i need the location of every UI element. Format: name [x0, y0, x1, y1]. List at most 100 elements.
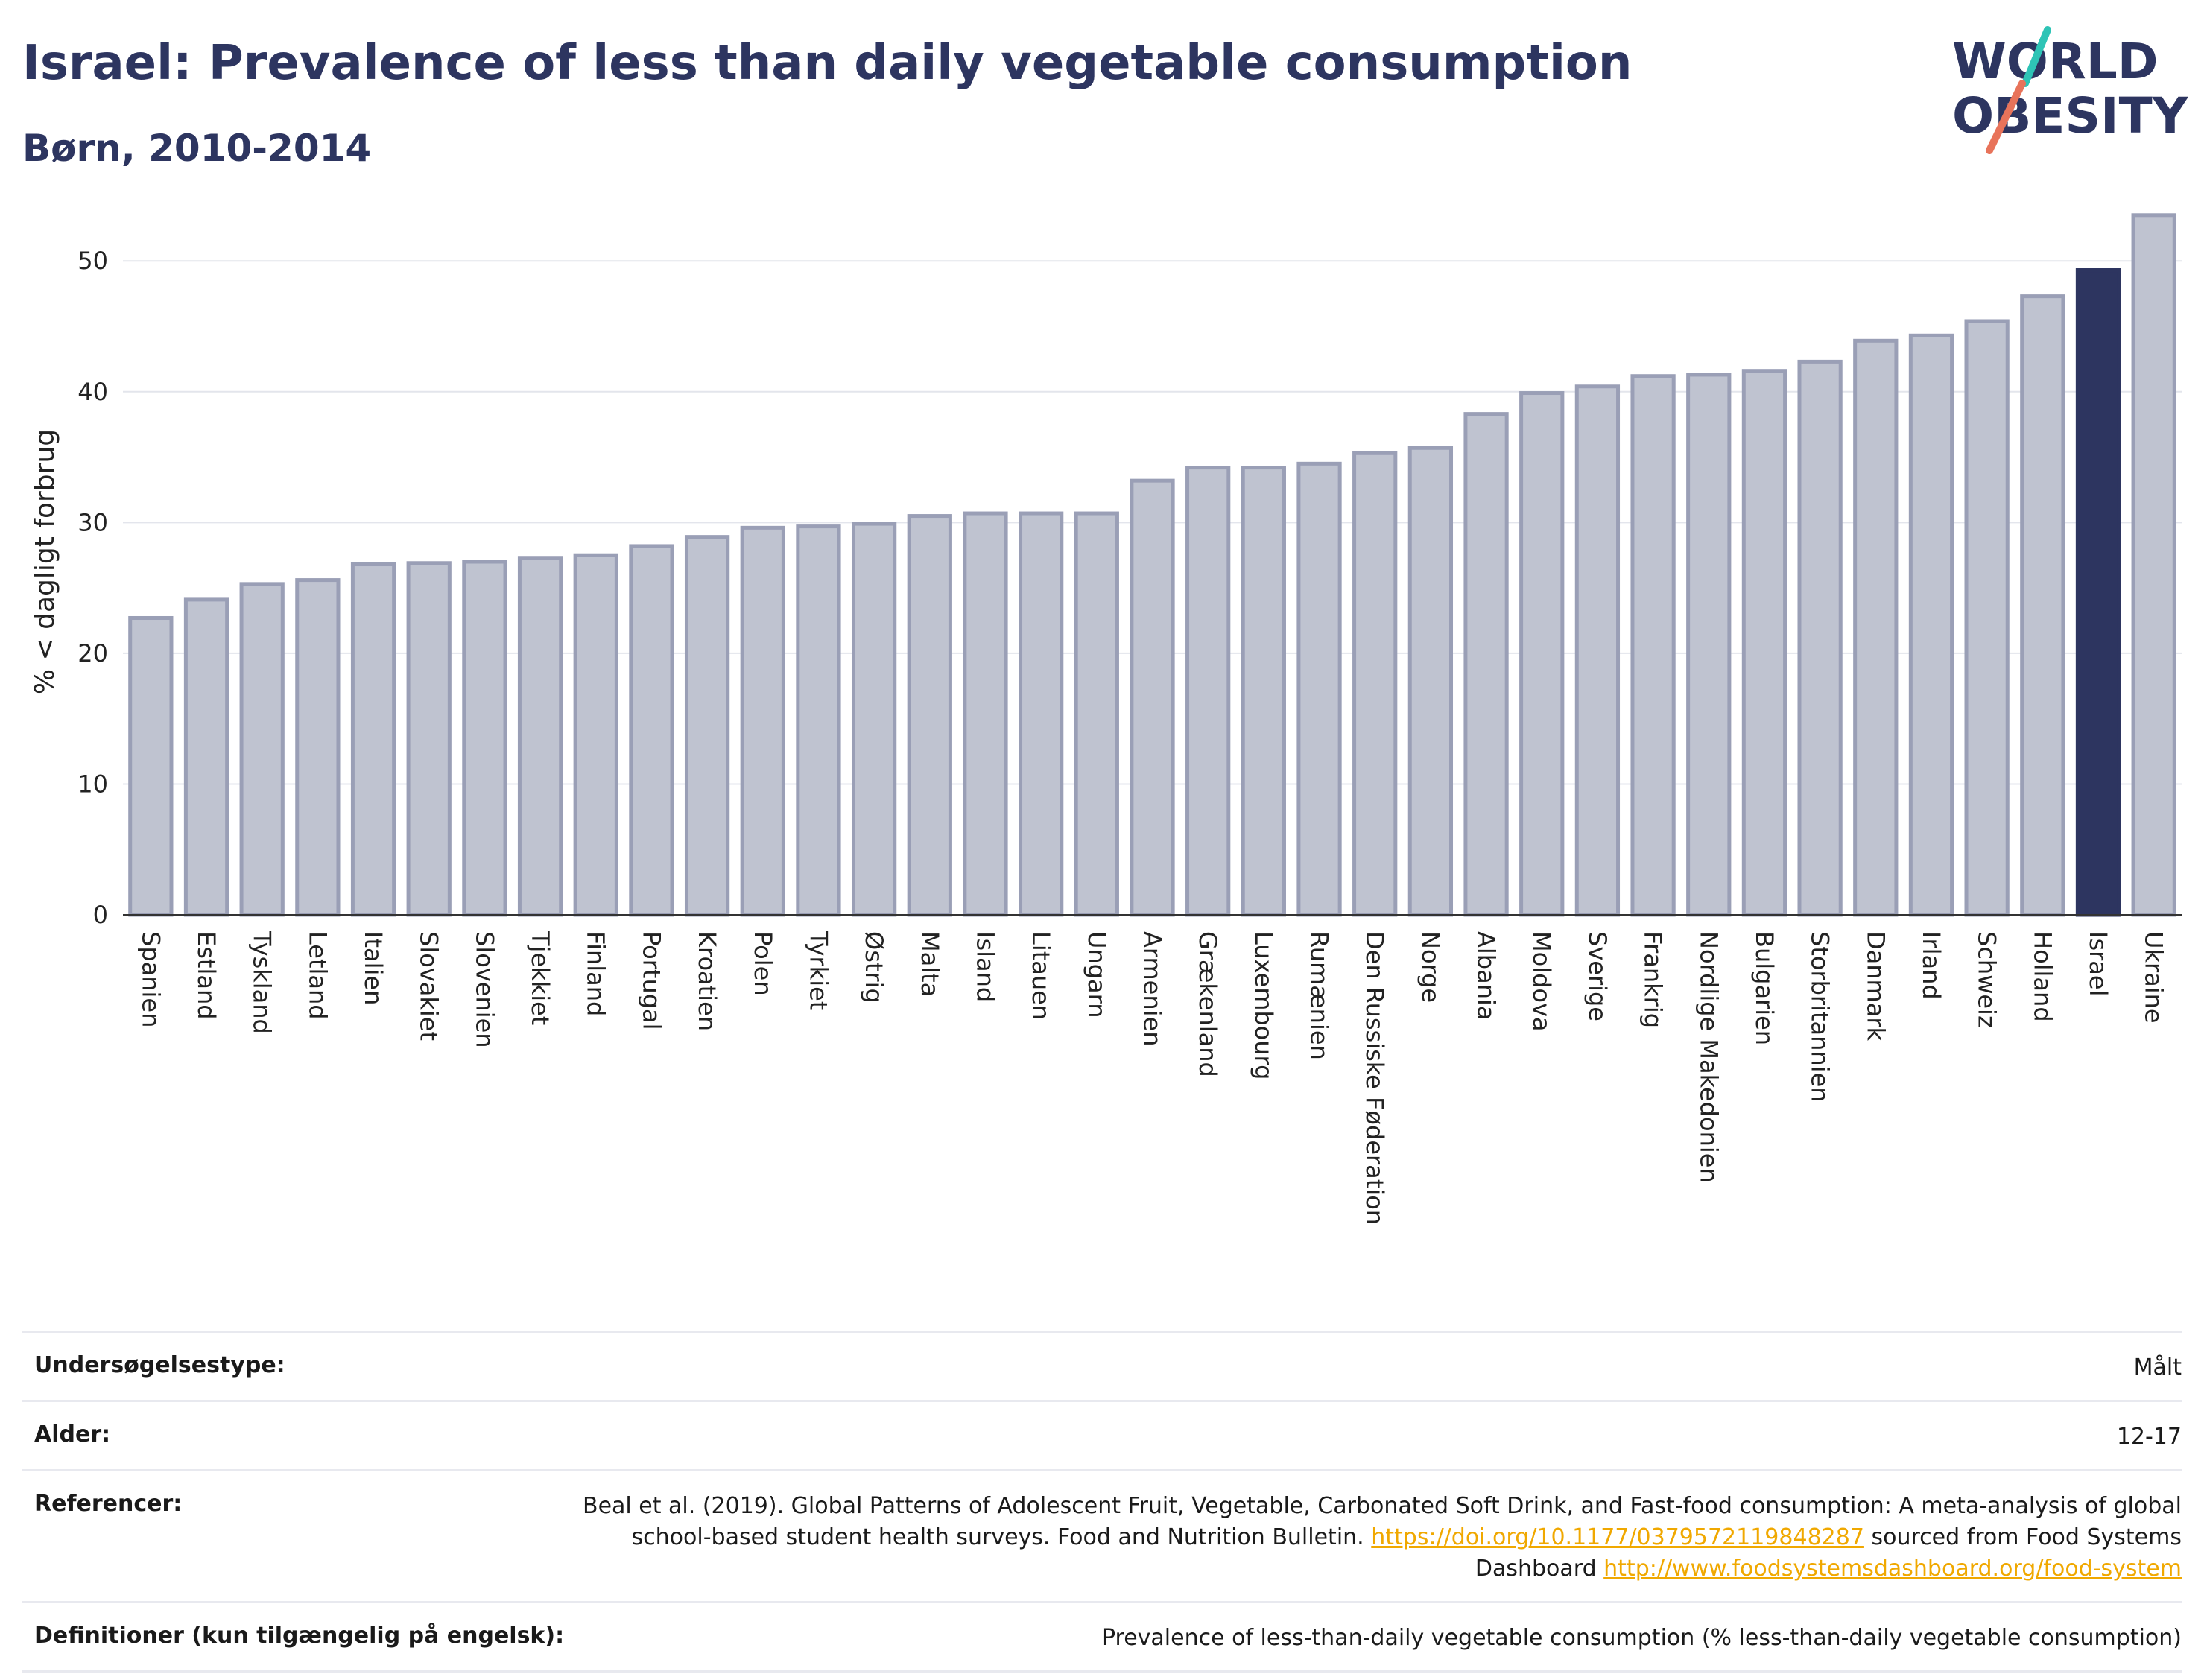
y-tick-label: 10 [77, 770, 108, 798]
bar[interactable] [1407, 446, 1454, 917]
chart-title: Israel: Prevalence of less than daily ve… [22, 36, 1633, 91]
definitions-label: Definitioner (kun tilgængelig på engelsk… [34, 1623, 565, 1649]
references-text-2: sourced from Food Systems Dashboard [1475, 1524, 2182, 1582]
info-row-age: Alder: 12-17 [22, 1400, 2182, 1469]
x-category-label: Norge [1416, 931, 1445, 1003]
y-tick-label: 30 [77, 508, 108, 536]
x-category-label: Island [971, 931, 999, 1002]
x-axis-category-labels: Spanien Estland Tyskland Letland Italien Slov… [136, 931, 2167, 1225]
x-category-label: Irland [1917, 931, 1945, 1000]
bar[interactable] [963, 511, 1008, 917]
x-category-label: Spanien [136, 931, 165, 1027]
bar[interactable] [350, 562, 396, 917]
chart-subtitle: Børn, 2010-2014 [22, 127, 372, 170]
bar[interactable] [183, 597, 229, 917]
x-category-label: Tyrkiet [804, 931, 832, 1010]
bar[interactable] [1519, 391, 1565, 917]
bar[interactable] [1630, 374, 1676, 917]
survey-type-label: Undersøgelsestype: [34, 1352, 285, 1378]
x-category-label: Ukraine [2140, 931, 2168, 1024]
x-category-label: Tyskland [248, 931, 276, 1034]
world-obesity-logo: WORLD OBESITY [1952, 26, 2189, 154]
x-category-label: Grækenland [1194, 931, 1222, 1077]
logo-slash-teal [2021, 26, 2051, 87]
x-category-label: Sverige [1583, 931, 1612, 1021]
x-category-label: Storbritannien [1806, 931, 1834, 1103]
info-row-references: Referencer: Beal et al. (2019). Global P… [22, 1469, 2182, 1601]
x-category-label: Portugal [637, 931, 665, 1030]
age-value: 12-17 [2116, 1424, 2182, 1450]
age-label: Alder: [34, 1421, 111, 1448]
x-category-label: Nordlige Makedonien [1694, 931, 1723, 1183]
bar[interactable] [629, 544, 674, 917]
bar[interactable] [1964, 319, 2010, 917]
references-label: Referencer: [34, 1491, 183, 1517]
x-category-label: Finland [582, 931, 610, 1016]
x-category-label: Slovenien [470, 931, 498, 1048]
bar[interactable] [740, 525, 785, 917]
x-category-label: Rumænien [1305, 931, 1334, 1060]
bar[interactable] [128, 615, 174, 917]
bar[interactable] [1686, 373, 1732, 917]
bar[interactable] [1853, 338, 1899, 917]
x-category-label: Bulgarien [1750, 931, 1779, 1045]
y-tick-label: 40 [77, 378, 108, 406]
bar[interactable] [1463, 412, 1509, 917]
x-category-label: Ungarn [1083, 931, 1111, 1018]
bar[interactable] [1352, 451, 1398, 917]
info-table: Undersøgelsestype: Målt Alder: 12-17 Ref… [22, 1331, 2182, 1673]
x-category-label: Den Russiske Føderation [1361, 931, 1389, 1225]
bar[interactable] [796, 524, 841, 917]
bar[interactable] [1908, 333, 1954, 917]
x-category-label: Luxembourg [1250, 931, 1278, 1080]
bar[interactable] [1741, 369, 1787, 917]
bar[interactable] [2131, 213, 2176, 917]
x-category-label: Schweiz [1973, 931, 2001, 1028]
bar[interactable] [517, 556, 563, 917]
bar[interactable] [1130, 478, 1175, 917]
y-axis-title: % < dagligt forbrug [30, 429, 60, 694]
x-category-label: Israel [2084, 931, 2112, 996]
x-category-label: Danmark [1861, 931, 1890, 1041]
bar[interactable] [1797, 359, 1843, 917]
y-tick-label: 20 [77, 639, 108, 668]
bar[interactable] [1019, 511, 1064, 917]
x-category-label: Albania [1472, 931, 1501, 1020]
x-category-label: Frankrig [1639, 931, 1668, 1028]
bar-highlighted[interactable] [2075, 268, 2121, 917]
x-category-label: Letland [303, 931, 332, 1020]
x-category-label: Polen [749, 931, 777, 996]
definitions-value: Prevalence of less-than-daily vegetable … [1101, 1625, 2182, 1651]
x-category-label: Kroatien [693, 931, 721, 1031]
doi-link[interactable]: https://doi.org/10.1177/0379572119848287 [1371, 1524, 1864, 1550]
bar[interactable] [239, 582, 285, 917]
food-systems-dashboard-link[interactable]: http://www.foodsystemsdashboard.org/food… [1603, 1556, 2182, 1582]
bar[interactable] [1574, 384, 1621, 917]
x-category-label: Tjekkiet [526, 931, 554, 1025]
bar[interactable] [1241, 466, 1286, 917]
bar[interactable] [462, 560, 507, 917]
x-category-label: Slovakiet [415, 931, 443, 1041]
bar[interactable] [907, 514, 952, 917]
bar[interactable] [1296, 461, 1342, 917]
logo-slash-red [1986, 80, 2026, 154]
bar[interactable] [406, 561, 452, 917]
bar[interactable] [684, 535, 730, 917]
y-tick-label: 50 [77, 247, 108, 275]
bar[interactable] [851, 522, 897, 917]
bar[interactable] [1074, 511, 1119, 917]
bar[interactable] [295, 578, 341, 917]
y-tick-label: 0 [93, 901, 108, 929]
x-category-label: Holland [2028, 931, 2056, 1022]
references-value: Beal et al. (2019). Global Patterns of A… [580, 1491, 2182, 1585]
x-category-label: Estland [192, 931, 221, 1020]
bar[interactable] [573, 553, 618, 917]
x-category-label: Italien [359, 931, 387, 1005]
references-text-1: Beal et al. (2019). Global Patterns of A… [582, 1493, 2182, 1550]
x-category-label: Litauen [1027, 931, 1055, 1020]
info-row-definitions: Definitioner (kun tilgængelig på engelsk… [22, 1601, 2182, 1673]
bar[interactable] [2020, 294, 2065, 917]
logo-text-world: WORLD [1952, 33, 2159, 90]
bar[interactable] [1185, 466, 1231, 917]
y-axis-ticks: 0 10 20 30 40 50 [77, 247, 108, 929]
